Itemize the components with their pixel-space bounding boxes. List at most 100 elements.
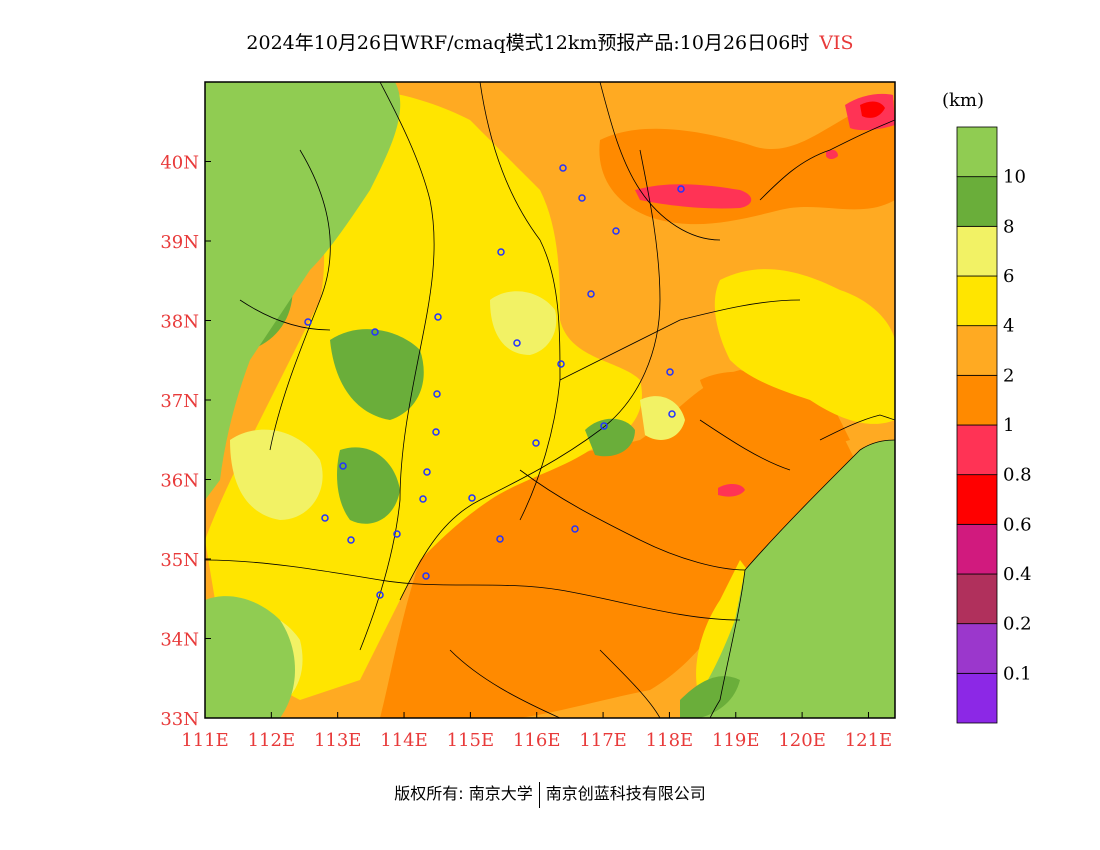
lon-label: 118E — [646, 730, 694, 751]
field-orange-south — [380, 370, 860, 718]
city-marker — [571, 525, 579, 533]
city-marker — [321, 514, 329, 522]
field-lightyellow-1 — [490, 291, 557, 355]
lon-label: 114E — [380, 730, 428, 751]
credit-separator — [538, 781, 540, 808]
lat-label: 33N — [160, 709, 199, 730]
city-marker — [339, 462, 347, 470]
city-marker — [347, 536, 355, 544]
boundaries — [205, 82, 895, 718]
field-red-1 — [860, 101, 885, 118]
colorbar-swatch — [956, 275, 998, 327]
colorbar-label: 0.2 — [1003, 614, 1032, 635]
city-marker — [422, 572, 430, 580]
city-marker — [557, 360, 565, 368]
field-darkgreen-3 — [585, 418, 635, 457]
longitude-axis: 111E 112E 113E 114E 115E 116E 117E 118E 119E 120E… — [181, 712, 892, 751]
city-marker — [376, 591, 384, 599]
colorbar-swatch — [956, 176, 998, 227]
city-marker — [468, 494, 476, 502]
colorbar-swatch — [956, 325, 998, 376]
city-markers — [304, 164, 685, 599]
colorbar-swatch — [956, 126, 998, 178]
lon-label: 113E — [314, 730, 362, 751]
credit-left: 版权所有: 南京大学 — [394, 784, 533, 803]
field-green-sea — [680, 440, 895, 718]
colorbar-label: 1 — [1003, 415, 1014, 436]
field-yellow-central — [205, 89, 642, 700]
latitude-axis: 33N 34N 35N 36N 37N 38N 39N 40N — [160, 153, 211, 730]
city-marker — [666, 368, 674, 376]
city-marker — [587, 290, 595, 298]
lat-label: 34N — [160, 630, 199, 651]
field-green-central-dark — [680, 676, 740, 718]
colorbar-label: 0.8 — [1003, 465, 1032, 486]
field-darkgreen-1 — [330, 329, 424, 420]
lat-label: 36N — [160, 471, 199, 492]
credit-right: 南京创蓝科技有限公司 — [545, 784, 706, 803]
field-lightyellow-3 — [640, 396, 685, 440]
city-marker — [559, 164, 567, 172]
lat-label: 40N — [160, 153, 199, 174]
colorbar-swatch — [956, 523, 998, 575]
colorbar-swatch — [956, 474, 998, 525]
city-marker — [393, 530, 401, 538]
colorbar: 0.1 0.2 0.4 0.6 0.8 1 2 4 6 8 10 — [956, 126, 1032, 724]
field-yellow-east — [714, 269, 895, 424]
city-marker — [600, 422, 608, 430]
copyright: 版权所有: 南京大学 南京创蓝科技有限公司 — [0, 780, 1100, 808]
city-marker — [578, 194, 586, 202]
field-pink-3 — [718, 484, 745, 497]
lat-label: 35N — [160, 550, 199, 571]
field-pink-4 — [826, 149, 838, 159]
lon-label: 120E — [778, 730, 826, 751]
city-marker — [433, 390, 441, 398]
city-marker — [423, 468, 431, 476]
city-marker — [434, 313, 442, 321]
city-marker — [419, 495, 427, 503]
lon-label: 117E — [579, 730, 627, 751]
city-marker — [432, 428, 440, 436]
title-main: 2024年10月26日WRF/cmaq模式12km预报产品:10月26日06时 — [246, 32, 810, 54]
lon-label: 121E — [845, 730, 893, 751]
colorbar-label: 2 — [1003, 365, 1014, 386]
colorbar-label: 6 — [1003, 266, 1014, 287]
lat-label: 37N — [160, 391, 199, 412]
lon-label: 111E — [181, 730, 229, 751]
vis-field — [205, 82, 895, 718]
colorbar-swatch — [956, 573, 998, 625]
colorbar-swatch — [956, 672, 998, 724]
city-marker — [668, 410, 676, 418]
city-marker — [497, 248, 505, 256]
lon-label: 112E — [248, 730, 296, 751]
colorbar-swatch — [956, 424, 998, 476]
lat-label: 39N — [160, 232, 199, 253]
field-pink-1 — [635, 184, 752, 209]
colorbar-label: 0.1 — [1003, 663, 1032, 684]
field-darkgreen-2 — [337, 447, 400, 524]
city-marker — [677, 185, 685, 193]
colorbar-label: 0.4 — [1003, 564, 1032, 585]
colorbar-swatch — [956, 623, 998, 674]
lon-label: 116E — [513, 730, 561, 751]
lon-label: 115E — [447, 730, 495, 751]
colorbar-label: 8 — [1003, 216, 1014, 237]
city-marker — [304, 318, 312, 326]
city-marker — [513, 339, 521, 347]
colorbar-unit: (km) — [942, 90, 985, 111]
city-marker — [371, 328, 379, 336]
city-marker — [496, 535, 504, 543]
colorbar-label: 0.6 — [1003, 514, 1032, 535]
field-green-northwest — [205, 82, 401, 500]
field-green-southwest — [205, 596, 295, 718]
map-title: 2024年10月26日WRF/cmaq模式12km预报产品:10月26日06时 V… — [0, 28, 1100, 55]
title-variable: VIS — [819, 32, 854, 54]
lat-label: 38N — [160, 312, 199, 333]
colorbar-swatch — [956, 225, 998, 277]
city-marker — [532, 439, 540, 447]
city-marker — [612, 227, 620, 235]
field-lightyellow-2 — [230, 429, 323, 520]
colorbar-label: 4 — [1003, 316, 1014, 337]
colorbar-label: 10 — [1003, 167, 1026, 188]
